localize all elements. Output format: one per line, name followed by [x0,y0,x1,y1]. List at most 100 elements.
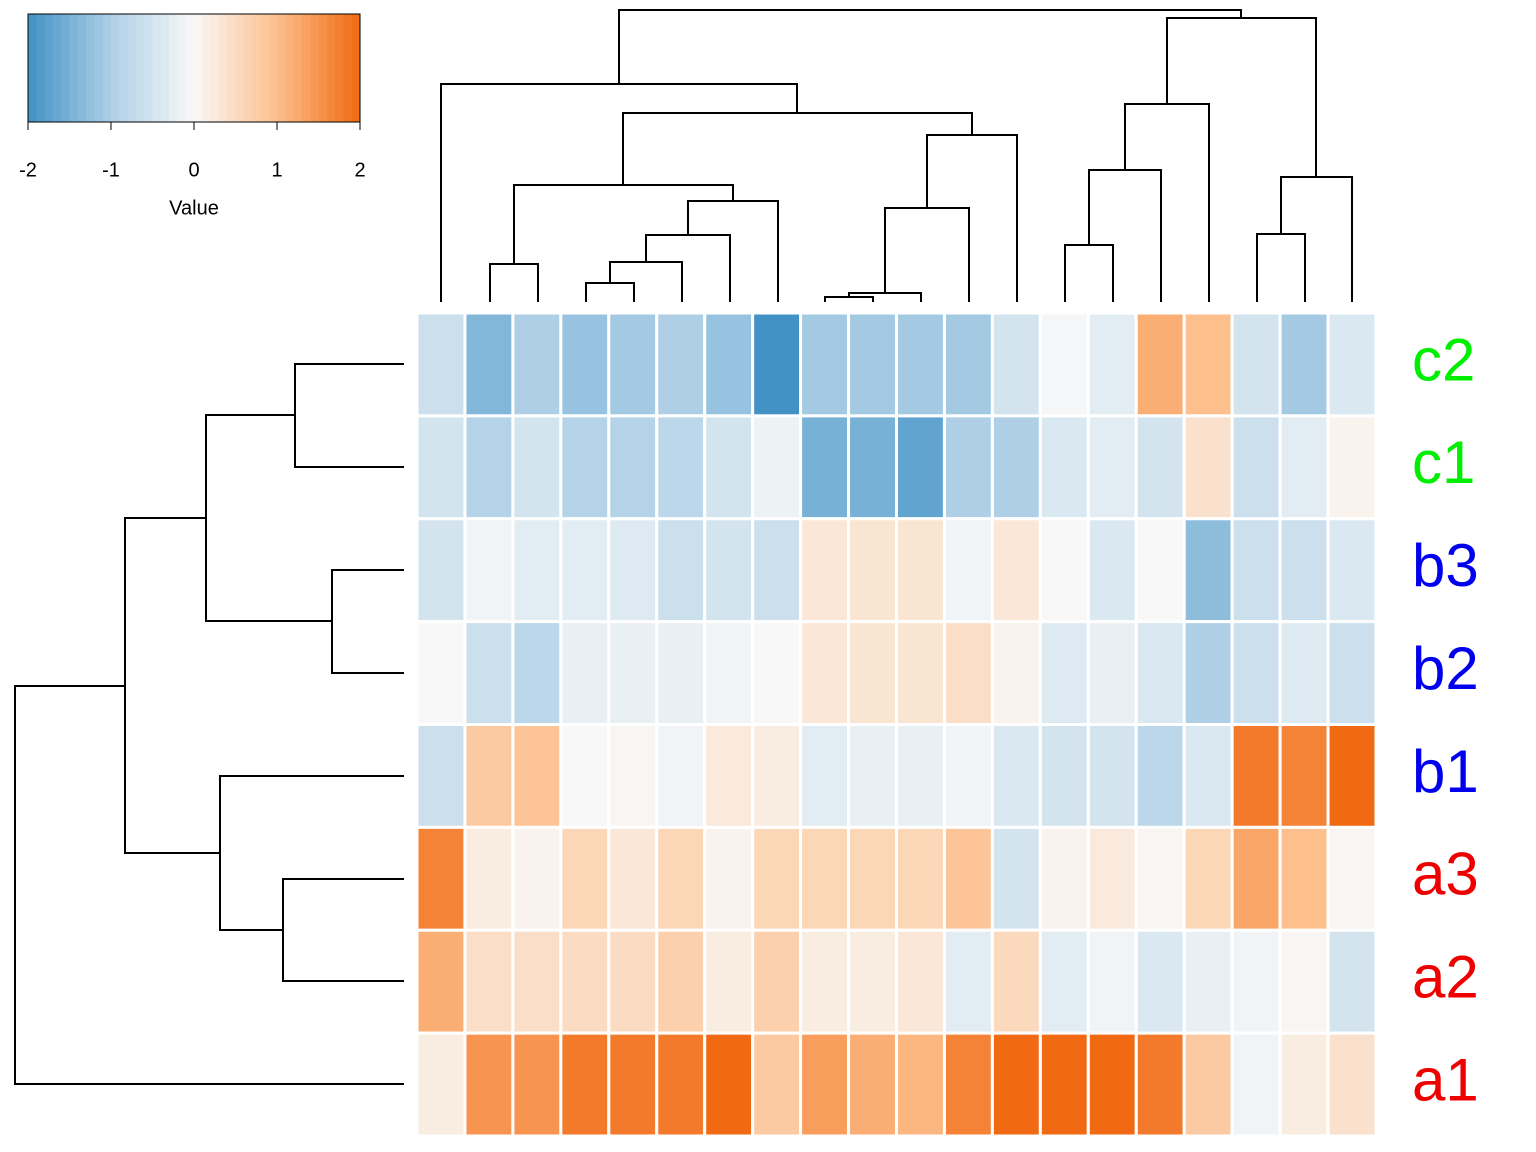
color-key-tick-label: -1 [102,159,120,181]
heatmap-cell [559,517,611,624]
heatmap-cell [1038,723,1090,829]
column-dendrogram-link [1088,169,1162,302]
color-key-step [36,14,46,122]
heatmap-cell [511,414,563,521]
heatmap-cell [799,517,851,624]
color-key: -2 -1 0 1 2 Value [19,13,366,219]
heatmap-cell [559,825,611,932]
color-key-step [210,14,220,122]
color-key-step [227,14,236,122]
column-dendrogram-link [585,282,635,302]
heatmap-cell [799,928,851,1035]
color-key-step [144,14,153,122]
heatmap-cell [1086,825,1138,932]
color-key-step [293,14,303,122]
column-dendrogram-link [926,134,1018,302]
heatmap-cell [1134,723,1186,829]
heatmap-cell [1326,1031,1378,1138]
heatmap-cell [559,311,611,418]
heatmap-cell [415,414,467,521]
heatmap-cell [655,311,707,418]
heatmap-cell [1230,517,1282,624]
column-dendrogram-link [489,263,539,302]
column-dendrogram-link [618,9,1242,84]
heatmap-cell [1182,517,1234,624]
heatmap-cell [1182,723,1234,829]
heatmap-cell [942,414,994,521]
color-key-step [28,14,37,122]
heatmap-cell [847,723,898,829]
heatmap-cell [703,928,755,1035]
heatmap-cell [607,414,659,521]
heatmap-cell [655,620,707,726]
row-label: c1 [1412,429,1475,496]
heatmap-cell [559,414,611,521]
heatmap-cell [559,723,611,829]
heatmap-cell [847,928,898,1035]
heatmap-cell [1134,414,1186,521]
color-key-step [169,14,178,122]
heatmap-cell [847,825,898,932]
color-key-step [301,14,311,122]
color-key-step [94,14,104,122]
color-key-step [52,14,62,122]
heatmap-cell [463,1031,515,1138]
column-dendrogram-link [1280,176,1353,302]
color-key-step [351,14,361,122]
dendrogram [14,9,1353,1085]
heatmap-cell [703,311,755,418]
color-key-step [335,14,344,122]
heatmap-cell [1230,928,1282,1035]
heatmap-cell [415,517,467,624]
heatmap-cell [1326,723,1378,829]
heatmap-cell [799,311,851,418]
heatmap-cell [607,311,659,418]
heatmap-cell [847,1031,898,1138]
heatmap-cell [1086,723,1138,829]
heatmap-cell [990,825,1042,932]
heatmap-cell [703,620,755,726]
heatmap-cell [990,620,1042,726]
heatmap-cell [1038,414,1090,521]
heatmap-cell [415,825,467,932]
color-key-step [152,14,162,122]
column-dendrogram-link [440,83,798,302]
color-key-step [277,14,286,122]
heatmap-cell [703,414,755,521]
heatmap-cell [942,1031,994,1138]
heatmap-cell [1038,825,1090,932]
heatmap-cell [751,825,803,932]
heatmap-cell [847,620,898,726]
column-dendrogram-link [824,296,874,302]
row-dendrogram-link [331,569,404,674]
heatmap-cell [463,825,515,932]
heatmap-cell [1086,414,1138,521]
color-key-step [318,14,328,122]
heatmap-cell [1278,1031,1330,1138]
color-key-step [44,14,54,122]
column-dendrogram-link [1166,17,1317,177]
heatmap-cell [703,723,755,829]
heatmap-cell [1134,620,1186,726]
color-key-tick-label: -2 [19,159,37,181]
heatmap-cells [415,311,1378,1138]
heatmap-cell [942,517,994,624]
heatmap-cell [1038,928,1090,1035]
heatmap-cell [463,723,515,829]
heatmap-cell [895,620,946,726]
heatmap-cell [895,414,946,521]
heatmap-cell [1326,311,1378,418]
heatmap-cell [895,1031,946,1138]
heatmap-cell [1278,414,1330,521]
row-dendrogram-link [219,775,404,931]
heatmap-cell [942,723,994,829]
row-dendrogram-link [294,363,404,468]
column-dendrogram-link [1124,103,1210,302]
column-dendrogram-link [1256,233,1306,302]
color-key-step [61,14,70,122]
heatmap-cell [895,311,946,418]
color-key-step [310,14,319,122]
heatmap-cell [1134,825,1186,932]
heatmap-cell [511,620,563,726]
heatmap-cell [1230,414,1282,521]
